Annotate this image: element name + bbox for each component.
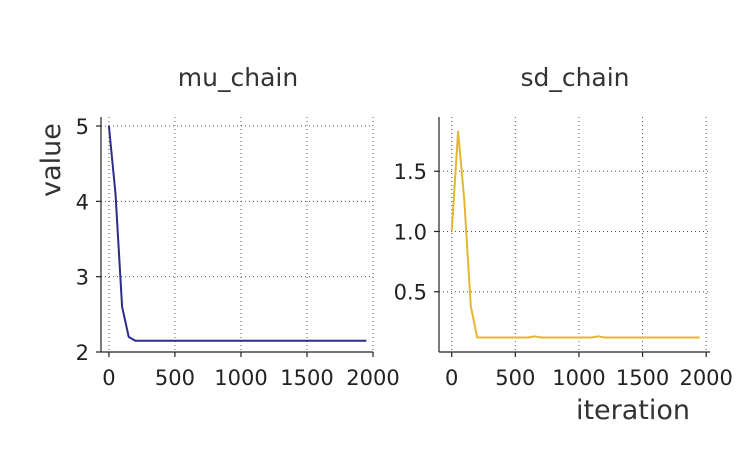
mu-chain-x-tick-label: 2000 bbox=[346, 366, 399, 390]
sd-chain-y-tick-label: 1.5 bbox=[394, 160, 427, 184]
sd-chain-x-tick-label: 2000 bbox=[679, 366, 732, 390]
mu-chain-y-tick-label: 3 bbox=[76, 266, 89, 290]
mu-chain-y-tick-label: 2 bbox=[76, 341, 89, 365]
mu-chain-series-line bbox=[107, 125, 367, 342]
mu-chain-x-tick-label: 1000 bbox=[214, 366, 267, 390]
sd-chain-x-tick-label: 0 bbox=[445, 366, 458, 390]
sd-chain-x-tick-label: 1000 bbox=[552, 366, 605, 390]
sd-chain-y-tick-label: 1.0 bbox=[394, 220, 427, 244]
sd-chain-series-line bbox=[450, 130, 700, 339]
mu-chain-y-tick-label: 4 bbox=[76, 190, 89, 214]
mu-chain-title: mu_chain bbox=[178, 63, 298, 92]
sd-chain-panel: sd_chain iteration 0 500 1000 1500 2000 0.5 1.… bbox=[394, 63, 733, 426]
mu-chain-y-tick-label: 5 bbox=[76, 115, 89, 139]
sd-chain-x-tick-label: 1500 bbox=[616, 366, 669, 390]
mu-chain-x-tick-label: 1500 bbox=[280, 366, 333, 390]
sd-chain-x-tick-label: 500 bbox=[495, 366, 535, 390]
x-axis-label: iteration bbox=[576, 395, 690, 426]
sd-chain-title: sd_chain bbox=[520, 63, 629, 92]
sd-chain-y-tick-label: 0.5 bbox=[394, 281, 427, 305]
mu-chain-panel: mu_chain value 0 500 1000 1500 2000 2 3 4 5 bbox=[36, 63, 400, 390]
y-axis-label: value bbox=[36, 123, 67, 197]
mu-chain-x-tick-label: 500 bbox=[155, 366, 195, 390]
mu-chain-x-tick-label: 0 bbox=[102, 366, 115, 390]
